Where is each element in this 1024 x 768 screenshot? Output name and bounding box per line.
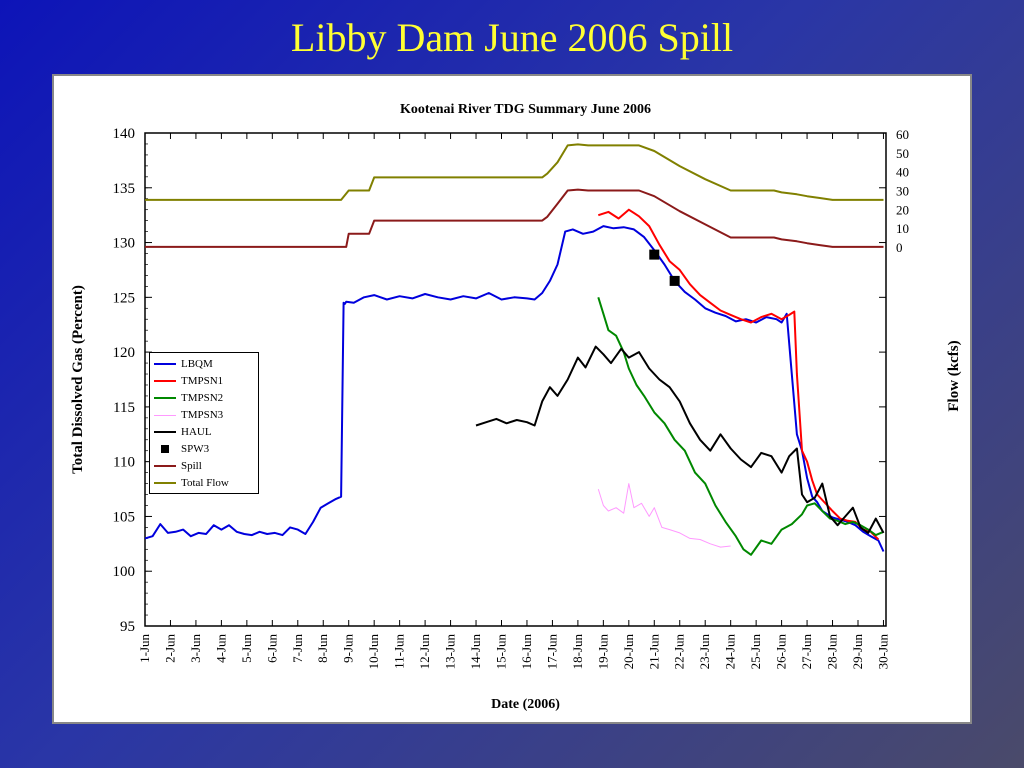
legend-label: Total Flow <box>181 477 229 489</box>
tmpsn3-line <box>597 483 731 548</box>
x-axis-label: Date (2006) <box>491 697 560 712</box>
legend-item: TMPSN1 <box>154 373 223 389</box>
plot-area <box>144 132 887 627</box>
x-tick-label: 17-Jun <box>544 634 559 670</box>
legend-label: TMPSN2 <box>181 392 224 404</box>
slide-title: Libby Dam June 2006 Spill <box>290 15 734 60</box>
chart-frame: Kootenai River TDG Summary June 2006 95 10… <box>52 74 972 724</box>
x-tick-label: 19-Jun <box>595 634 610 670</box>
legend-marker-swatch <box>161 445 169 454</box>
x-tick-label: 30-Jun <box>875 634 890 670</box>
x-tick-label: 11-Jun <box>392 634 407 669</box>
x-tick-label: 4-Jun <box>213 634 228 663</box>
legend-line-swatch <box>154 465 176 468</box>
y-tick-label: 135 <box>113 181 136 197</box>
x-tick-label: 15-Jun <box>493 634 508 670</box>
y2-tick-label: 40 <box>896 165 909 180</box>
x-tick-label: 8-Jun <box>315 634 330 663</box>
legend-item: TMPSN3 <box>154 407 223 423</box>
y-tick-label: 140 <box>113 126 136 142</box>
x-tick-label: 13-Jun <box>443 634 458 670</box>
spw3-marker <box>649 249 660 260</box>
legend-line-swatch <box>154 397 176 400</box>
x-tick-label: 29-Jun <box>850 634 865 670</box>
chart-legend: LBQM TMPSN1 TMPSN2 TMPSN3 HAUL SPW3 Spill Total… <box>149 352 259 494</box>
legend-item: SPW3 <box>154 441 209 457</box>
legend-line-swatch <box>154 380 176 383</box>
tdg-chart: Kootenai River TDG Summary June 2006 95 10… <box>70 102 962 712</box>
y2-tick-label: 10 <box>896 221 909 236</box>
spw3-marker <box>669 275 680 286</box>
legend-line-swatch <box>154 431 176 434</box>
legend-item: LBQM <box>154 356 213 372</box>
x-tick-label: 5-Jun <box>239 634 254 663</box>
legend-item: Spill <box>154 458 202 474</box>
lbqm-line <box>144 225 885 552</box>
spill-line <box>145 188 884 248</box>
x-tick-label: 26-Jun <box>774 634 789 670</box>
legend-item: HAUL <box>154 424 212 440</box>
legend-label: HAUL <box>181 426 212 438</box>
y2-tick-label: 60 <box>896 127 909 142</box>
x-tick-label: 18-Jun <box>570 634 585 670</box>
legend-line-swatch <box>154 414 176 416</box>
x-tick-label: 21-Jun <box>646 634 661 670</box>
x-tick-label: 27-Jun <box>799 634 814 670</box>
legend-line-swatch <box>154 482 176 485</box>
x-tick-label: 24-Jun <box>723 634 738 670</box>
x-tick-label: 25-Jun <box>748 634 763 670</box>
y-tick-label: 130 <box>113 236 136 252</box>
x-tick-label: 23-Jun <box>697 634 712 670</box>
y2-tick-label: 20 <box>896 202 909 217</box>
tmpsn1-line <box>597 208 880 541</box>
y-axis-label: Total Dissolved Gas (Percent) <box>70 285 86 474</box>
legend-label: TMPSN3 <box>181 409 224 421</box>
legend-label: LBQM <box>181 358 213 370</box>
x-tick-label: 16-Jun <box>519 634 534 670</box>
total-flow-line <box>145 143 884 201</box>
x-tick-label: 6-Jun <box>264 634 279 663</box>
y2-axis-label: Flow (kcfs) <box>946 340 962 411</box>
chart-title: Kootenai River TDG Summary June 2006 <box>400 102 651 117</box>
legend-label: Spill <box>181 460 202 472</box>
y-tick-label: 120 <box>113 345 136 361</box>
haul-line <box>475 345 885 534</box>
x-tick-label: 22-Jun <box>672 634 687 670</box>
x-tick-label: 12-Jun <box>417 634 432 670</box>
x-tick-label: 14-Jun <box>468 634 483 670</box>
legend-line-swatch <box>154 363 176 366</box>
x-tick-label: 1-Jun <box>137 634 152 663</box>
legend-label: SPW3 <box>181 443 210 455</box>
legend-item: TMPSN2 <box>154 390 223 406</box>
y-tick-label: 110 <box>113 455 135 471</box>
x-tick-label: 3-Jun <box>188 634 203 663</box>
x-tick-label: 10-Jun <box>366 634 381 670</box>
y-tick-label: 105 <box>113 509 136 525</box>
x-tick-label: 28-Jun <box>825 634 840 670</box>
legend-item: Total Flow <box>154 475 229 491</box>
y-tick-label: 95 <box>120 619 135 635</box>
x-tick-label: 2-Jun <box>162 634 177 663</box>
y2-tick-label: 30 <box>896 184 909 199</box>
legend-label: TMPSN1 <box>181 375 224 387</box>
x-tick-label: 20-Jun <box>621 634 636 670</box>
y2-tick-label: 50 <box>896 146 909 161</box>
y2-tick-label: 0 <box>896 240 903 255</box>
y-tick-label: 100 <box>113 564 136 580</box>
y-tick-label: 125 <box>113 290 136 306</box>
x-tick-label: 7-Jun <box>290 634 305 663</box>
x-tick-label: 9-Jun <box>341 634 356 663</box>
y-tick-label: 115 <box>113 400 135 416</box>
